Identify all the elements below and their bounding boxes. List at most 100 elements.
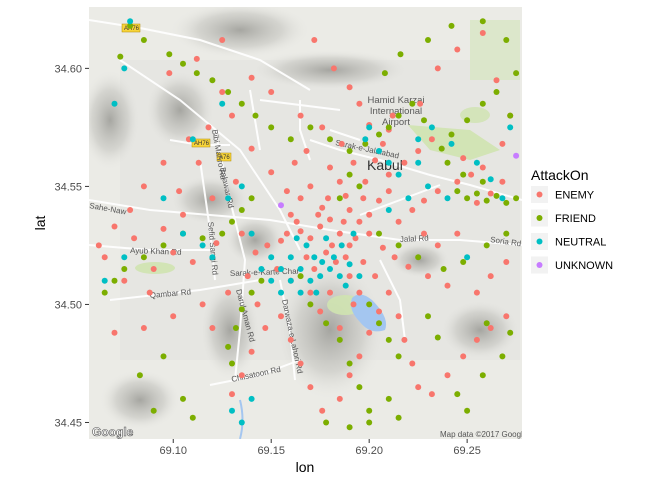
point-enemy <box>238 230 245 237</box>
road-name-label: Jalal Rd <box>400 233 429 244</box>
point-neutral <box>238 419 245 426</box>
point-enemy <box>336 230 343 237</box>
x-tick-label: 69.25 <box>453 445 481 457</box>
x-axis: 69.10 69.15 69.20 69.25 <box>159 439 481 457</box>
point-enemy <box>160 225 167 232</box>
point-neutral <box>319 259 326 265</box>
point-friend <box>499 353 506 360</box>
point-enemy <box>454 178 461 185</box>
point-enemy <box>360 195 367 202</box>
point-neutral <box>303 242 310 249</box>
point-enemy <box>311 266 318 272</box>
point-neutral <box>248 395 255 402</box>
point-friend <box>464 195 471 202</box>
point-enemy <box>350 159 357 166</box>
point-neutral <box>311 254 318 261</box>
point-friend <box>268 124 275 131</box>
map-attribution: Map data ©2017 Google <box>440 430 528 439</box>
point-enemy <box>238 372 245 379</box>
point-friend <box>160 242 167 249</box>
point-friend <box>101 289 108 296</box>
point-friend <box>513 195 520 202</box>
road-shield-label: A76 <box>219 155 230 161</box>
point-enemy <box>421 197 427 204</box>
point-enemy <box>160 159 167 166</box>
point-neutral <box>219 100 226 107</box>
point-neutral <box>336 273 343 280</box>
point-enemy <box>170 313 177 320</box>
point-friend <box>248 195 255 202</box>
point-enemy <box>205 124 212 131</box>
point-friend <box>444 159 451 166</box>
point-enemy <box>342 192 349 199</box>
point-enemy <box>315 211 322 218</box>
point-enemy <box>362 178 369 185</box>
data-points <box>95 18 520 431</box>
point-friend <box>166 51 173 58</box>
point-enemy <box>283 188 290 195</box>
point-enemy <box>366 211 373 218</box>
point-friend <box>209 77 216 84</box>
point-enemy <box>307 289 314 296</box>
point-enemy <box>219 37 226 43</box>
point-neutral <box>327 266 333 272</box>
point-friend <box>513 70 520 77</box>
legend-title: AttackOn <box>531 167 589 183</box>
point-friend <box>225 343 232 350</box>
point-friend <box>362 140 369 147</box>
point-friend <box>438 145 445 152</box>
point-neutral <box>199 242 206 249</box>
point-friend <box>189 414 196 421</box>
point-neutral <box>444 195 451 202</box>
point-friend <box>395 414 402 421</box>
point-enemy <box>473 336 480 343</box>
point-enemy <box>421 230 427 237</box>
point-friend <box>323 320 330 327</box>
point-neutral <box>366 124 373 131</box>
point-enemy <box>385 171 392 178</box>
point-enemy <box>391 254 398 261</box>
x-tick-label: 69.20 <box>355 445 383 457</box>
road-shield-label: AH76 <box>194 141 210 147</box>
point-friend <box>356 384 363 391</box>
point-enemy <box>352 235 359 242</box>
point-friend <box>395 112 402 119</box>
point-friend <box>180 60 186 67</box>
point-enemy <box>287 211 294 218</box>
legend-swatch-friend <box>536 215 543 221</box>
point-enemy <box>405 263 412 270</box>
point-enemy <box>327 289 333 296</box>
point-friend <box>503 37 510 43</box>
point-enemy <box>303 254 310 261</box>
point-friend <box>160 353 167 360</box>
airport-label-line: International <box>370 106 422 117</box>
point-neutral <box>313 289 320 296</box>
point-enemy <box>356 100 363 107</box>
point-enemy <box>199 301 206 308</box>
point-friend <box>434 334 441 341</box>
point-neutral <box>127 18 134 25</box>
point-friend <box>385 336 392 343</box>
y-tick-label: 34.50 <box>54 299 82 311</box>
point-enemy <box>213 240 220 247</box>
point-neutral <box>317 273 324 280</box>
point-enemy <box>350 301 357 308</box>
point-enemy <box>195 159 202 166</box>
point-friend <box>193 70 200 77</box>
point-neutral <box>342 282 349 289</box>
point-friend <box>483 197 490 204</box>
point-enemy <box>409 360 416 367</box>
road-name-label: Qambar Rd <box>149 287 191 300</box>
point-friend <box>409 100 416 107</box>
point-enemy <box>327 164 333 171</box>
point-neutral <box>287 277 294 284</box>
road-name-label: Soria Rd <box>490 235 522 248</box>
point-enemy <box>444 282 451 289</box>
point-enemy <box>473 289 480 296</box>
legend-swatch-neutral <box>536 238 543 245</box>
point-neutral <box>297 266 304 272</box>
point-friend <box>307 124 314 131</box>
point-friend <box>150 407 157 414</box>
point-friend <box>121 266 128 272</box>
point-neutral <box>376 148 382 154</box>
